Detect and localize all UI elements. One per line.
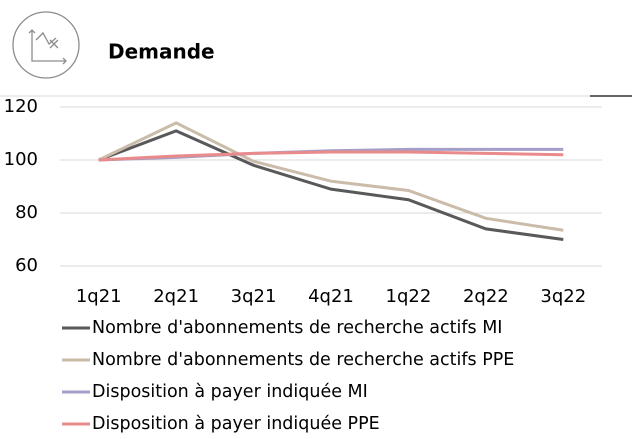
x-tick-label: 3q21 xyxy=(231,286,277,307)
legend-label: Disposition à payer indiquée MI xyxy=(92,382,368,402)
y-tick-label: 100 xyxy=(4,149,38,170)
x-tick-label: 2q22 xyxy=(463,286,509,307)
legend-label: Nombre d'abonnements de recherche actifs… xyxy=(92,350,514,370)
header-icon xyxy=(12,11,80,79)
x-tick-label: 3q22 xyxy=(540,286,586,307)
y-tick-label: 80 xyxy=(15,202,38,223)
series-line xyxy=(98,121,564,232)
series-line xyxy=(98,150,564,162)
x-tick-label: 2q21 xyxy=(153,286,199,307)
x-tick-label: 4q21 xyxy=(308,286,354,307)
x-tick-label: 1q21 xyxy=(76,286,122,307)
legend-label: Nombre d'abonnements de recherche actifs… xyxy=(92,318,502,338)
y-tick-label: 120 xyxy=(4,96,38,117)
legend-label: Disposition à payer indiquée PPE xyxy=(92,414,380,434)
x-tick-label: 1q22 xyxy=(386,286,432,307)
series-line xyxy=(98,129,564,241)
y-tick-label: 60 xyxy=(15,255,38,276)
header-title: Demande xyxy=(108,40,215,64)
